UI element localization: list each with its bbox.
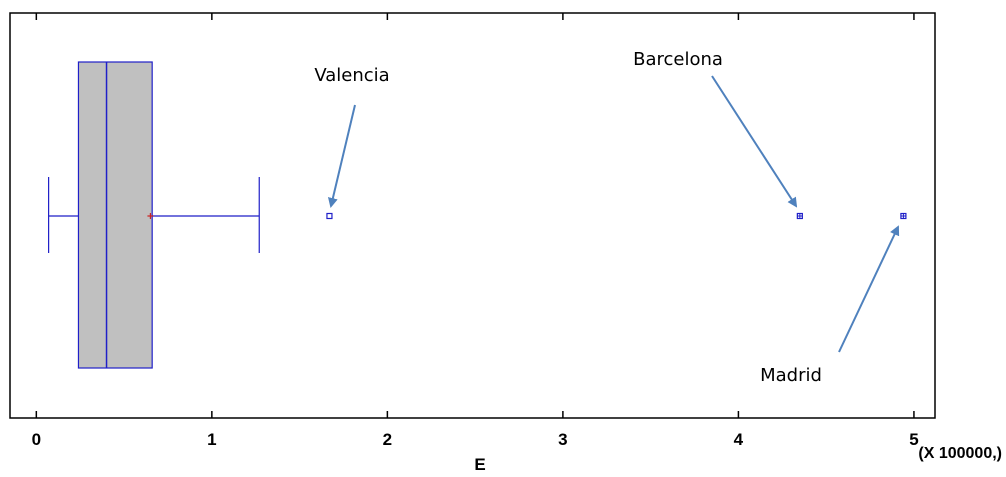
x-tick-label-3: 3	[558, 430, 567, 449]
annotation-label-barcelona: Barcelona	[633, 49, 723, 70]
outlier-annotations: Valencia Barcelona Madrid	[314, 49, 900, 386]
x-tick-label-5: 5	[909, 430, 918, 449]
outlier-points	[326, 212, 907, 220]
x-tick-label-2: 2	[383, 430, 392, 449]
annotation-label-madrid: Madrid	[760, 365, 822, 386]
x-scale-label: (X 100000,)	[918, 445, 1002, 462]
x-tick-label-4: 4	[734, 430, 744, 449]
x-axis-ticks: 0 1 2 3 4 5	[32, 13, 919, 449]
annotation-label-valencia: Valencia	[314, 65, 389, 86]
outlier-point-valencia	[326, 212, 333, 220]
box-plot	[48, 61, 260, 369]
annotation-arrow-barcelona	[711, 75, 798, 208]
annotation-arrow-valencia	[327, 104, 356, 208]
plot-frame	[9, 12, 936, 419]
box-iqr	[77, 61, 153, 369]
x-tick-label-1: 1	[207, 430, 216, 449]
annotation-arrow-madrid	[838, 225, 900, 353]
x-axis-title: E	[474, 455, 485, 472]
x-tick-label-0: 0	[32, 430, 41, 449]
